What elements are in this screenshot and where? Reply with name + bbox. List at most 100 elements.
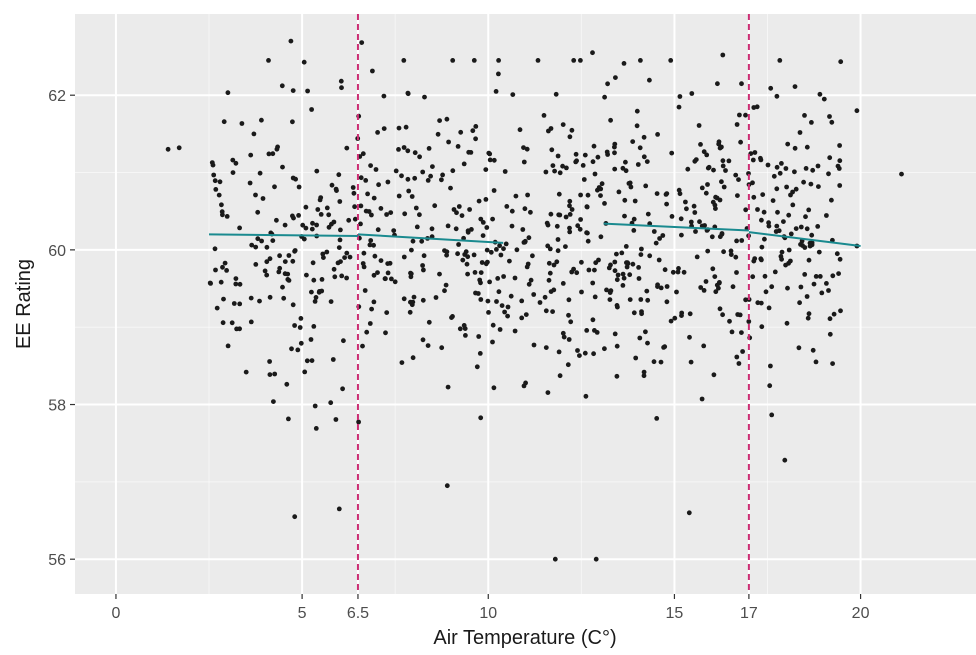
data-point xyxy=(793,226,799,232)
data-point xyxy=(821,96,827,102)
data-point xyxy=(267,256,273,262)
data-point xyxy=(449,315,454,320)
data-point xyxy=(751,105,757,110)
data-point xyxy=(528,277,534,283)
data-point xyxy=(834,251,840,257)
data-point xyxy=(637,335,643,341)
data-point xyxy=(264,244,270,250)
data-point xyxy=(384,310,390,315)
data-point xyxy=(639,311,644,317)
data-point xyxy=(592,267,597,273)
data-point xyxy=(497,243,502,249)
data-point xyxy=(548,289,554,294)
data-point xyxy=(792,84,798,89)
data-point xyxy=(775,209,780,215)
data-point xyxy=(486,310,491,315)
data-point xyxy=(381,126,387,131)
data-point xyxy=(546,128,551,134)
data-point xyxy=(782,457,788,463)
data-point xyxy=(165,146,171,152)
data-point xyxy=(816,249,822,255)
data-point xyxy=(688,219,694,225)
data-point xyxy=(774,186,780,192)
data-point xyxy=(616,189,622,195)
data-point xyxy=(428,173,433,179)
data-point xyxy=(401,254,407,260)
data-point xyxy=(499,303,505,308)
data-point xyxy=(543,308,549,314)
data-point xyxy=(788,258,793,264)
data-point xyxy=(654,416,660,421)
data-point xyxy=(547,270,553,276)
data-point xyxy=(417,154,422,160)
data-point xyxy=(282,259,288,264)
data-point xyxy=(697,219,702,225)
data-point xyxy=(465,254,471,260)
data-point xyxy=(598,186,604,192)
data-point xyxy=(237,281,243,287)
data-point xyxy=(376,182,381,188)
data-point xyxy=(608,117,613,123)
data-point xyxy=(786,247,792,253)
data-point xyxy=(614,303,620,308)
data-point xyxy=(271,399,276,404)
data-point xyxy=(313,295,319,300)
data-point xyxy=(602,346,607,352)
data-point xyxy=(590,280,596,286)
data-point xyxy=(608,262,613,268)
data-point xyxy=(369,212,374,218)
data-point xyxy=(797,130,803,135)
data-point xyxy=(531,342,537,348)
data-point xyxy=(554,223,560,229)
data-point xyxy=(599,181,605,187)
data-point xyxy=(687,311,693,317)
data-point xyxy=(371,272,377,278)
x-tick-label: 0 xyxy=(112,605,121,622)
data-point xyxy=(408,299,413,305)
data-point xyxy=(605,81,610,87)
data-point xyxy=(524,146,530,152)
data-point xyxy=(656,257,662,263)
data-point xyxy=(399,173,404,179)
data-point xyxy=(777,170,783,176)
data-point xyxy=(566,297,572,303)
data-point xyxy=(381,93,387,99)
data-point xyxy=(513,193,519,199)
data-point xyxy=(552,556,558,562)
data-point xyxy=(255,209,261,215)
data-point xyxy=(733,172,739,178)
data-point xyxy=(521,240,527,245)
data-point xyxy=(305,88,310,94)
data-point xyxy=(249,242,255,248)
data-point xyxy=(237,301,243,307)
data-point xyxy=(567,225,572,231)
data-point xyxy=(817,91,823,97)
data-point xyxy=(546,277,552,283)
data-point xyxy=(770,198,776,204)
data-point xyxy=(276,269,282,275)
data-point xyxy=(726,158,732,164)
data-point xyxy=(344,250,350,256)
data-point xyxy=(429,226,435,232)
data-point xyxy=(318,195,324,201)
data-point xyxy=(530,253,535,259)
data-point xyxy=(272,184,277,190)
data-point xyxy=(604,287,609,293)
data-point xyxy=(425,178,431,183)
data-point xyxy=(717,306,723,312)
data-point xyxy=(784,184,789,190)
data-point xyxy=(218,279,224,285)
data-point xyxy=(693,157,699,163)
data-point xyxy=(591,143,597,149)
data-point xyxy=(612,150,617,156)
data-point xyxy=(739,238,745,243)
data-point xyxy=(378,206,384,211)
data-point xyxy=(683,199,688,205)
data-point xyxy=(371,195,377,201)
data-point xyxy=(253,262,259,267)
data-point xyxy=(359,40,365,45)
data-point xyxy=(662,267,668,273)
data-point xyxy=(674,289,679,295)
data-point xyxy=(473,124,479,129)
data-point xyxy=(229,320,235,326)
